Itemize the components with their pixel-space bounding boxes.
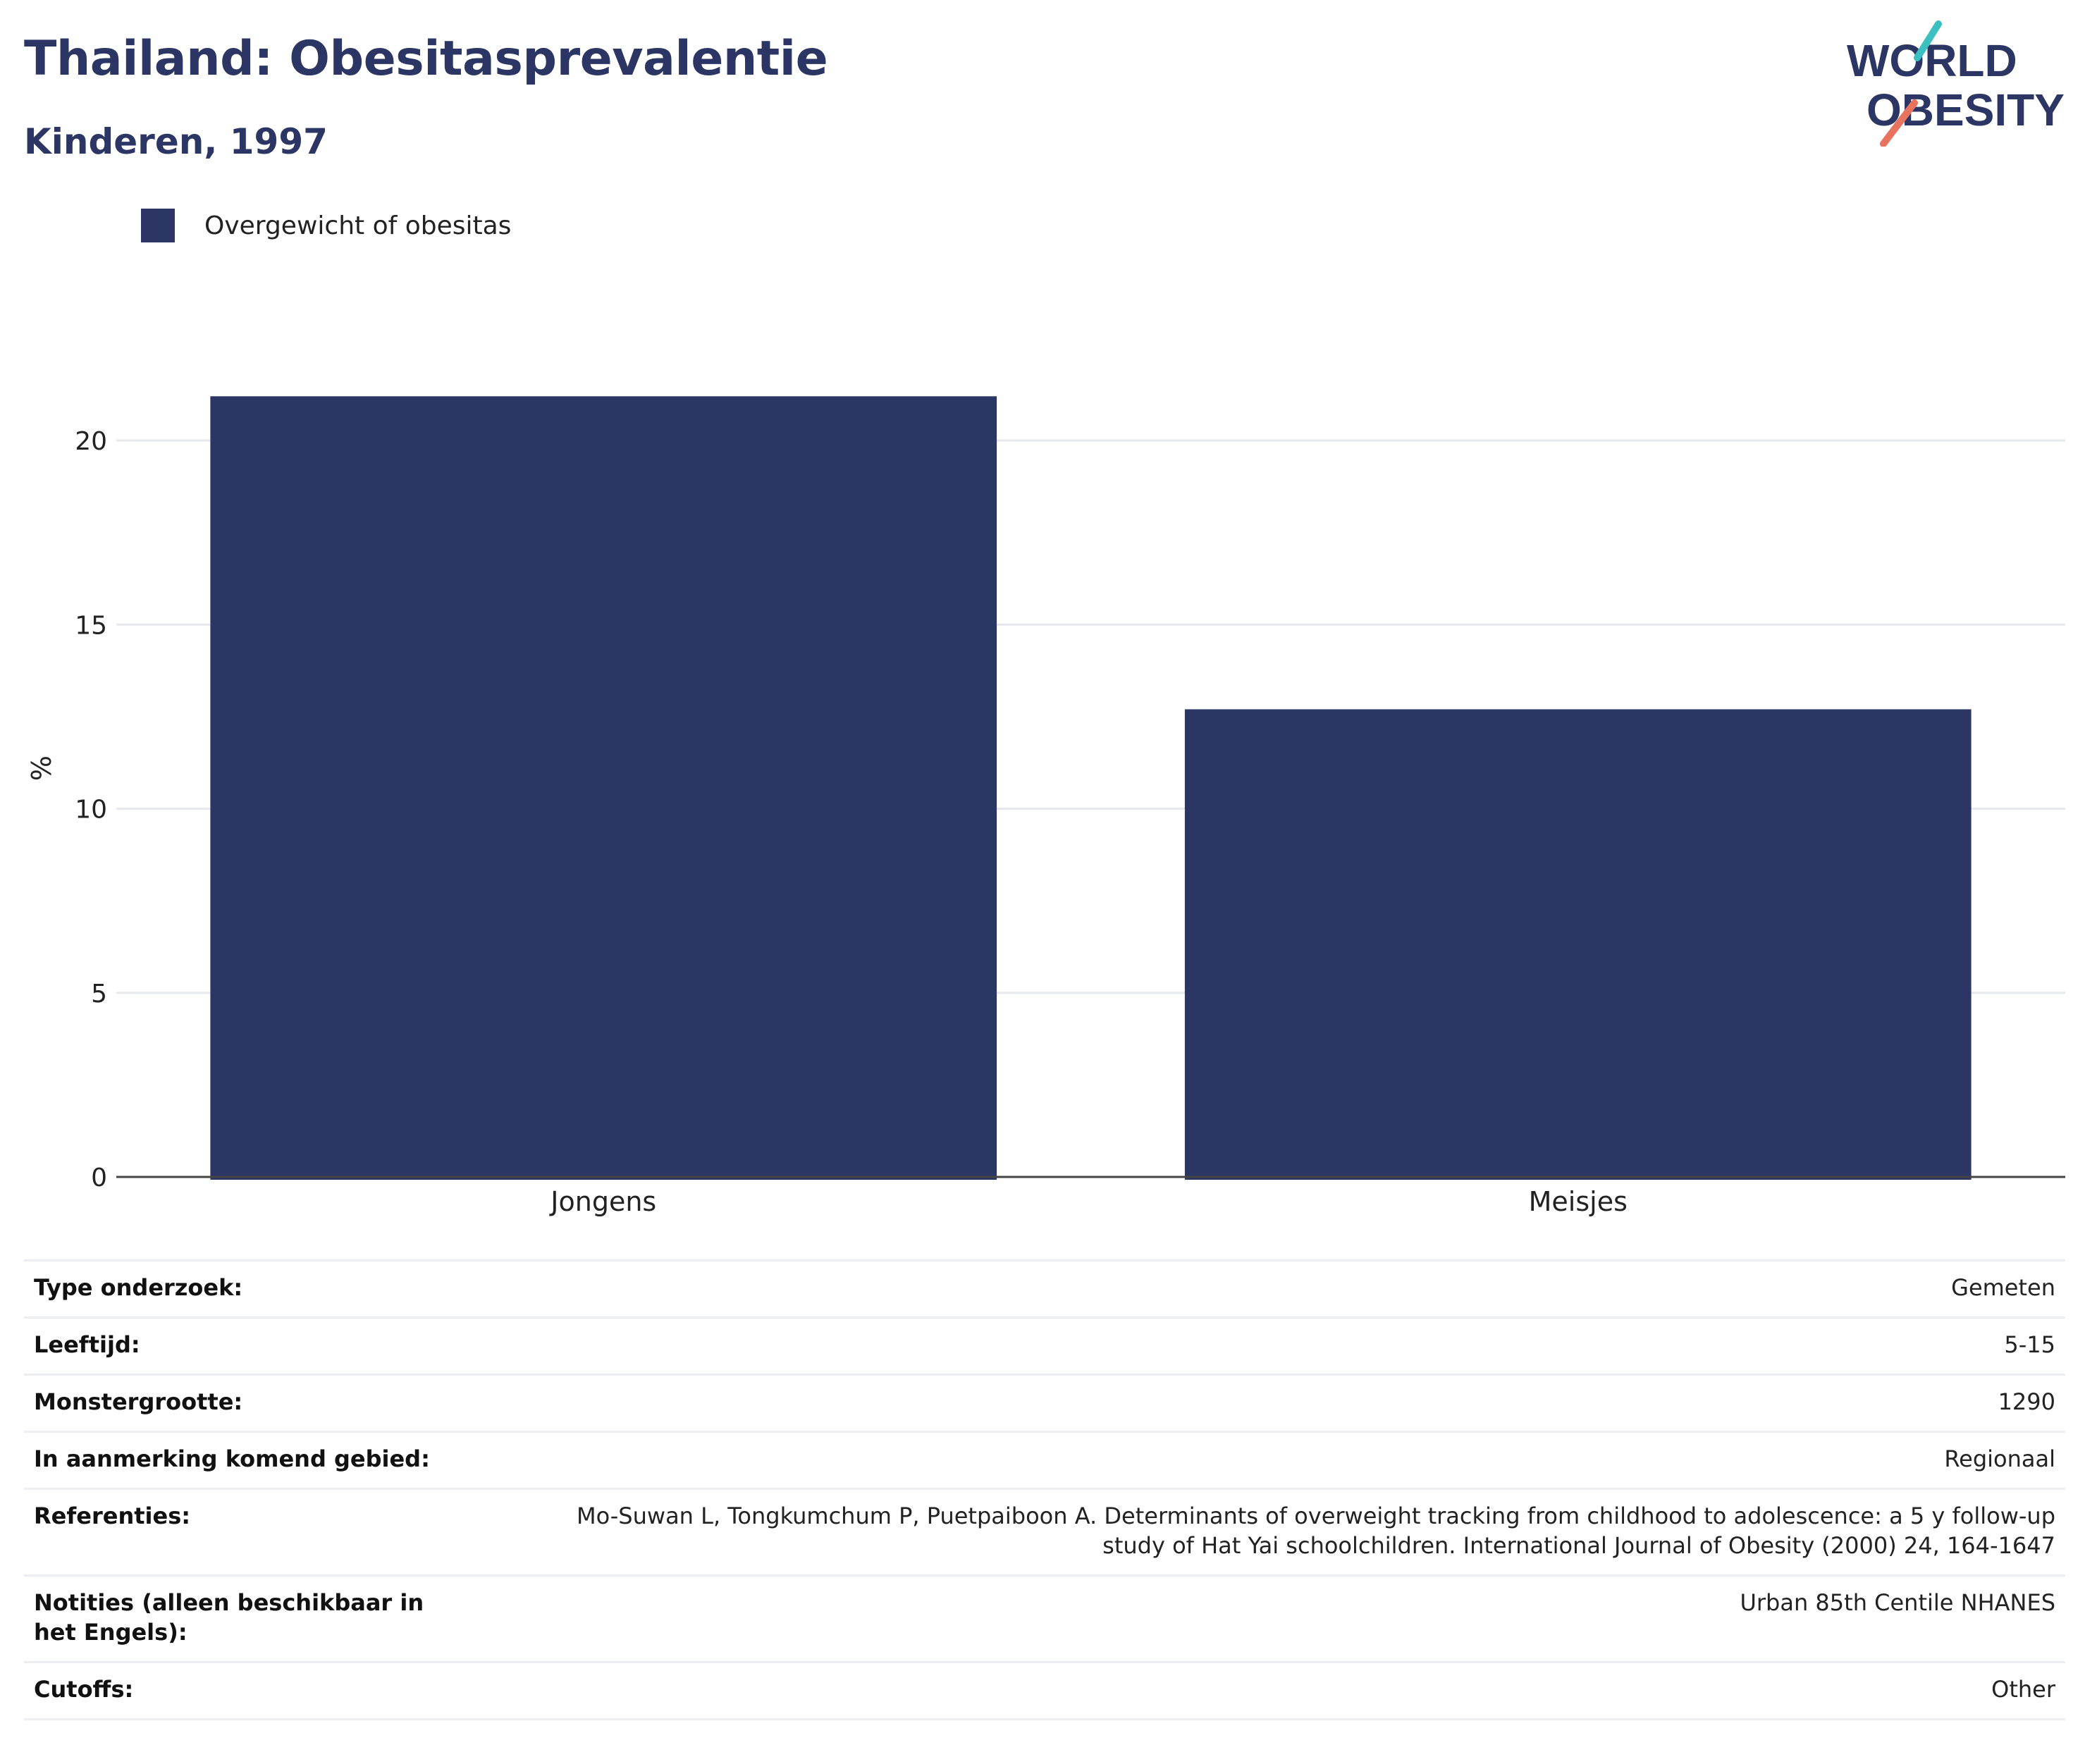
x-tick-label: Jongens <box>549 1186 656 1217</box>
info-row: Type onderzoek: Gemeten <box>24 1262 2065 1319</box>
bar <box>1184 709 1972 1180</box>
chart-subtitle: Kinderen, 1997 <box>24 121 328 162</box>
y-tick-label: 0 <box>91 1164 107 1192</box>
info-row: Monstergrootte: 1290 <box>24 1376 2065 1433</box>
info-key: Monstergrootte: <box>34 1388 243 1415</box>
y-tick-label: 5 <box>91 980 107 1009</box>
bar <box>210 396 997 1180</box>
info-key: Notities (alleen beschikbaar in het Enge… <box>34 1589 424 1646</box>
x-tick-label: Meisjes <box>1529 1186 1628 1217</box>
y-tick-label: 10 <box>75 796 107 825</box>
legend-swatch <box>141 209 175 242</box>
info-key: In aanmerking komend gebied: <box>34 1445 430 1472</box>
info-table: Type onderzoek: Gemeten Leeftijd: 5-15 Monst… <box>24 1259 2065 1720</box>
info-key: Cutoffs: <box>34 1676 134 1703</box>
info-value: Urban 85th Centile NHANES <box>1740 1589 2055 1616</box>
info-value: Mo-Suwan L, Tongkumchum P, Puetpaiboon A… <box>576 1503 2055 1559</box>
info-row: Referenties: Mo-Suwan L, Tongkumchum P, P… <box>24 1490 2065 1577</box>
info-value: Regionaal <box>1944 1445 2055 1472</box>
legend: Overgewicht of obesitas <box>141 209 511 242</box>
info-value: 1290 <box>1998 1388 2055 1415</box>
bar-chart: 0 5 10 15 20% Jongens Meisjes <box>26 396 2065 1217</box>
info-value: Gemeten <box>1951 1274 2055 1301</box>
y-tick-label: 15 <box>75 611 107 640</box>
y-axis-label: % <box>26 755 57 781</box>
logo-line1: WORLD <box>1847 35 2017 86</box>
info-key: Leeftijd: <box>34 1331 140 1358</box>
info-row: Leeftijd: 5-15 <box>24 1319 2065 1376</box>
info-row: In aanmerking komend gebied: Regionaal <box>24 1433 2065 1490</box>
y-tick-label: 20 <box>75 427 107 456</box>
logo-slash-coral <box>1880 99 1918 147</box>
info-row: Cutoffs: Other <box>24 1663 2065 1720</box>
chart-title: Thailand: Obesitasprevalentie <box>24 31 828 87</box>
info-key: Type onderzoek: <box>34 1274 243 1301</box>
info-value: 5-15 <box>2004 1331 2055 1358</box>
info-key: Referenties: <box>34 1503 191 1529</box>
world-obesity-logo: WORLD OBESITY <box>1847 20 2065 147</box>
logo-slash-teal <box>1914 20 1942 61</box>
legend-label: Overgewicht of obesitas <box>204 211 512 240</box>
info-row: Notities (alleen beschikbaar in het Enge… <box>24 1577 2065 1663</box>
info-value: Other <box>1991 1676 2055 1703</box>
